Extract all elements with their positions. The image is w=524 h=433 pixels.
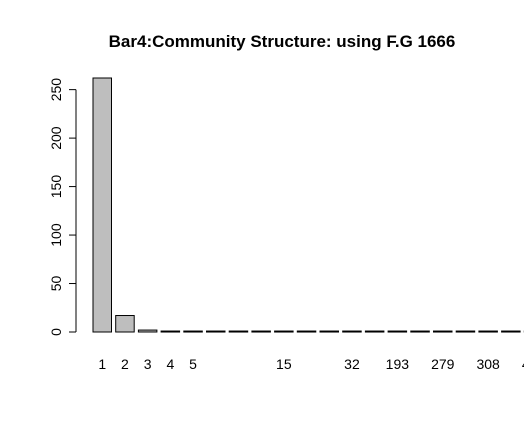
- x-tick-label: 4: [166, 356, 174, 372]
- bar: [160, 330, 181, 333]
- x-tick-label: 193: [386, 356, 410, 372]
- x-tick-label: 32: [344, 356, 360, 372]
- bar: [387, 330, 408, 333]
- x-tick-label: 5: [189, 356, 197, 372]
- bar: [296, 330, 317, 333]
- x-tick-label: 3: [144, 356, 152, 372]
- bar: [342, 330, 362, 333]
- bar: [274, 330, 294, 333]
- bar: [455, 330, 476, 333]
- bar: [410, 330, 430, 333]
- bar: [478, 330, 498, 333]
- bar: [501, 330, 521, 333]
- bar: [319, 330, 339, 333]
- bar: [206, 330, 226, 333]
- x-tick-label: 1: [98, 356, 106, 372]
- y-tick-label: 200: [48, 126, 64, 150]
- bar: [92, 77, 112, 333]
- bar: [137, 329, 158, 333]
- bars: [92, 77, 524, 333]
- bar: [251, 330, 271, 333]
- bar: [364, 330, 385, 333]
- bar: [183, 330, 203, 333]
- bar: [228, 330, 249, 333]
- y-tick-label: 50: [48, 276, 64, 292]
- chart-title: Bar4:Community Structure: using F.G 1666: [109, 32, 456, 51]
- x-tick-label: 308: [476, 356, 500, 372]
- y-tick-label: 100: [48, 223, 64, 247]
- x-tick-label: 279: [431, 356, 455, 372]
- x-tick-label: 2: [121, 356, 129, 372]
- y-tick-label: 150: [48, 175, 64, 199]
- y-tick-label: 0: [48, 328, 64, 336]
- y-tick-label: 250: [48, 78, 64, 102]
- x-tick-label: 421: [522, 356, 524, 372]
- x-tick-label: 15: [276, 356, 292, 372]
- bar: [115, 315, 135, 333]
- y-axis: 0 50 100 150 200 250: [48, 78, 77, 336]
- bar: [433, 330, 453, 333]
